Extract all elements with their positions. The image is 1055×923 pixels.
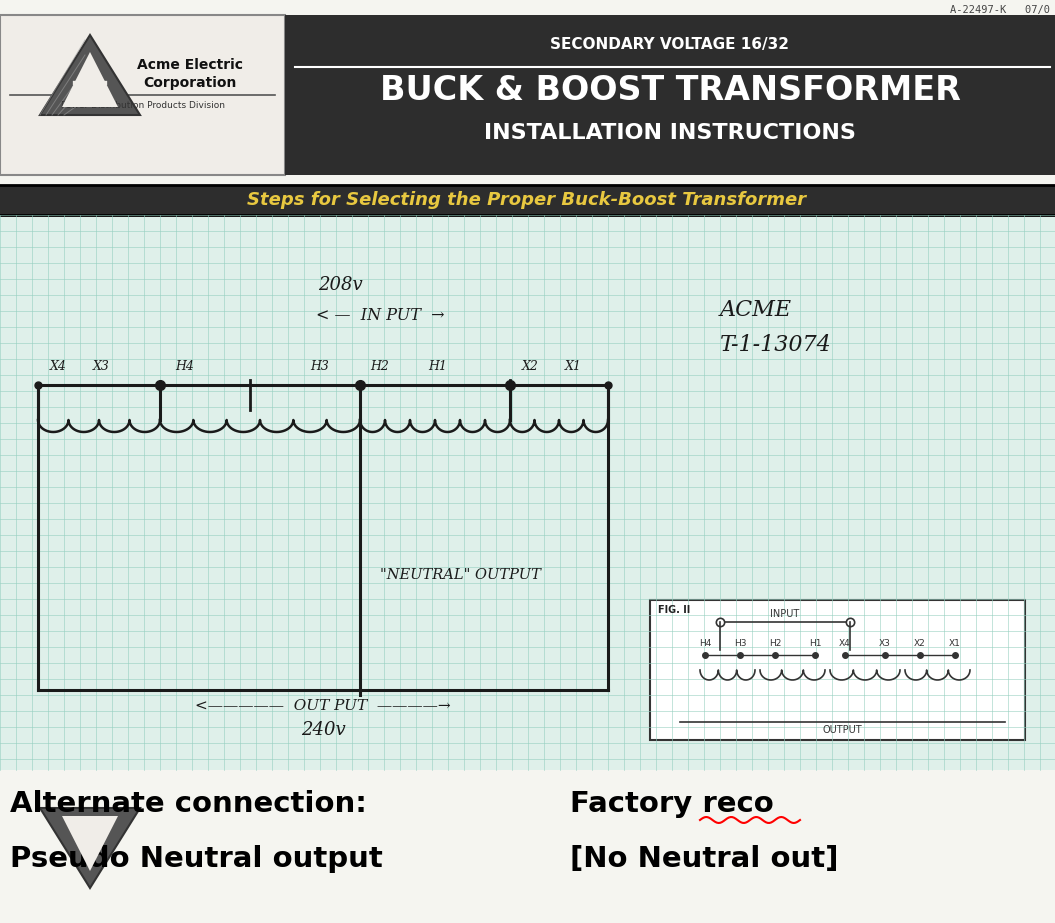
Text: Corporation: Corporation [143,76,236,90]
Text: H3: H3 [733,639,746,648]
Polygon shape [40,35,140,115]
Text: BUCK & BOOST TRANSFORMER: BUCK & BOOST TRANSFORMER [380,74,960,106]
Text: < —  IN PUT  →: < — IN PUT → [315,306,444,323]
Text: X2: X2 [522,361,539,374]
Text: INSTALLATION INSTRUCTIONS: INSTALLATION INSTRUCTIONS [484,123,856,143]
Polygon shape [62,52,118,107]
Bar [0,185,1055,215]
Text: SECONDARY VOLTAGE 16/32: SECONDARY VOLTAGE 16/32 [551,38,789,53]
Bar [650,600,1025,740]
Text: X4: X4 [839,639,851,648]
Text: H1: H1 [428,361,447,374]
Text: INPUT: INPUT [770,609,800,619]
Text: 240v: 240v [301,721,345,739]
Bar [0,215,1055,770]
Text: X1: X1 [565,361,582,374]
Text: "NEUTRAL" OUTPUT: "NEUTRAL" OUTPUT [380,568,541,582]
Text: Power Distribution Products Division: Power Distribution Products Division [61,101,225,110]
Text: X2: X2 [914,639,926,648]
Text: X3: X3 [93,361,110,374]
Text: A-22497-K   07/0: A-22497-K 07/0 [950,5,1050,15]
Text: Steps for Selecting the Proper Buck-Boost Transformer: Steps for Selecting the Proper Buck-Boos… [248,191,807,209]
Polygon shape [62,816,118,871]
Text: <—————  OUT PUT  ————→: <————— OUT PUT ————→ [195,699,450,713]
Text: [No Neutral out]: [No Neutral out] [570,845,839,873]
Text: 208v: 208v [318,276,362,294]
Text: ACME: ACME [720,299,792,321]
Text: OUTPUT: OUTPUT [823,725,862,735]
Text: FIG. II: FIG. II [658,605,690,615]
Text: H4: H4 [698,639,711,648]
Bar [0,15,285,175]
Text: T-1-13074: T-1-13074 [720,334,831,356]
Polygon shape [40,808,140,888]
Text: Factory reco: Factory reco [570,790,773,818]
Text: X3: X3 [879,639,890,648]
Text: Pseudo Neutral output: Pseudo Neutral output [9,845,383,873]
Text: H4: H4 [175,361,194,374]
Text: Alternate connection:: Alternate connection: [9,790,367,818]
Text: H3: H3 [310,361,329,374]
Text: H2: H2 [769,639,781,648]
Text: H1: H1 [809,639,821,648]
Text: H2: H2 [370,361,389,374]
Text: Acme Electric: Acme Electric [137,58,243,72]
Text: X4: X4 [50,361,66,374]
Text: X1: X1 [950,639,961,648]
Bar [285,15,1055,175]
